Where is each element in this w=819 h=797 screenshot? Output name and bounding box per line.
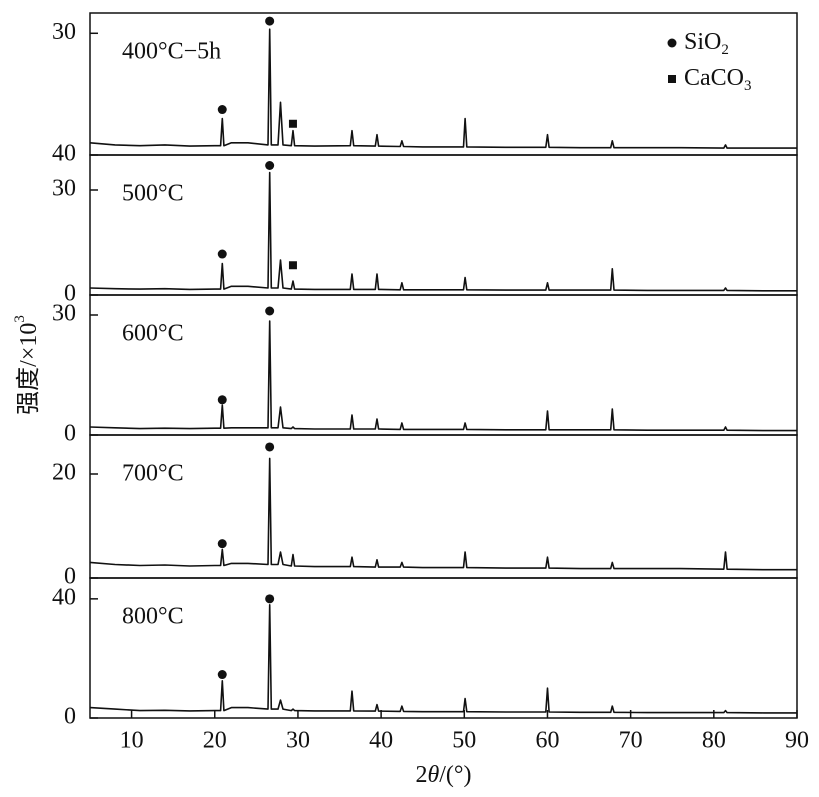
peak-marker-square xyxy=(288,261,297,270)
xrd-trace xyxy=(89,604,797,714)
legend-square xyxy=(668,75,676,83)
y-tick-label: 30 xyxy=(52,176,76,202)
y-tick-label: 30 xyxy=(52,19,76,45)
x-tick-label: 80 xyxy=(702,728,726,754)
legend-sub: 3 xyxy=(744,78,752,94)
x-axis-label: 2θ/(°) xyxy=(415,762,471,788)
panel-label: 500°C xyxy=(122,181,184,207)
peak-marker-circle xyxy=(265,161,275,170)
peak-marker-circle xyxy=(217,539,227,549)
x-tick-label: 20 xyxy=(203,728,227,754)
x-tick-label: 50 xyxy=(452,728,476,754)
peak-marker-circle xyxy=(217,395,227,405)
y-tick-label: 0 xyxy=(64,704,76,730)
y-tick-label: 20 xyxy=(52,460,76,486)
x-tick-label: 10 xyxy=(120,728,144,754)
y-tick-label: 30 xyxy=(52,301,76,327)
legend-entry: CaCO3 xyxy=(684,65,752,95)
x-tick-label: 70 xyxy=(619,728,643,754)
y-axis-label: 强度/×103 xyxy=(12,315,41,415)
panel-label: 700°C xyxy=(122,461,184,487)
y-label-text: 强度/×10 xyxy=(15,323,42,415)
peak-marker-square xyxy=(288,119,297,128)
panel-frame xyxy=(89,577,798,719)
x-tick-label: 60 xyxy=(535,728,559,754)
y-tick-label: 40 xyxy=(52,141,76,167)
legend-circle xyxy=(667,38,677,48)
panel-frame xyxy=(89,294,798,436)
legend-entry: SiO2 xyxy=(684,29,729,59)
panel-label: 800°C xyxy=(122,604,184,630)
legend-name: SiO xyxy=(684,29,721,55)
panel-label: 600°C xyxy=(122,321,184,347)
panel-label: 400°C−5h xyxy=(122,39,221,65)
x-label-rest: /(°) xyxy=(439,762,471,788)
legend-name: CaCO xyxy=(684,65,744,91)
x-label-italic: θ xyxy=(427,762,439,788)
peak-marker-circle xyxy=(217,105,227,115)
y-tick-label: 0 xyxy=(64,421,76,447)
peak-marker-circle xyxy=(265,16,275,26)
x-tick-label: 40 xyxy=(369,728,393,754)
x-tick-label: 90 xyxy=(785,728,809,754)
x-tick-label: 30 xyxy=(286,728,310,754)
xrd-trace xyxy=(89,28,797,149)
y-tick-label: 0 xyxy=(64,564,76,590)
x-label-text: 2 xyxy=(415,762,427,788)
xrd-trace xyxy=(89,320,797,432)
peak-marker-circle xyxy=(217,249,227,259)
y-tick-label: 0 xyxy=(64,281,76,307)
y-tick-label: 40 xyxy=(52,584,76,610)
xrd-trace xyxy=(89,457,797,571)
peak-marker-circle xyxy=(265,442,275,452)
panel-frame xyxy=(89,434,798,579)
xrd-trace xyxy=(89,171,797,292)
legend-sub: 2 xyxy=(721,42,729,58)
peak-marker-circle xyxy=(217,670,227,680)
peak-marker-circle xyxy=(265,594,275,604)
panel-frame xyxy=(89,154,798,296)
y-label-sup: 3 xyxy=(12,315,28,323)
peak-marker-circle xyxy=(265,306,275,316)
